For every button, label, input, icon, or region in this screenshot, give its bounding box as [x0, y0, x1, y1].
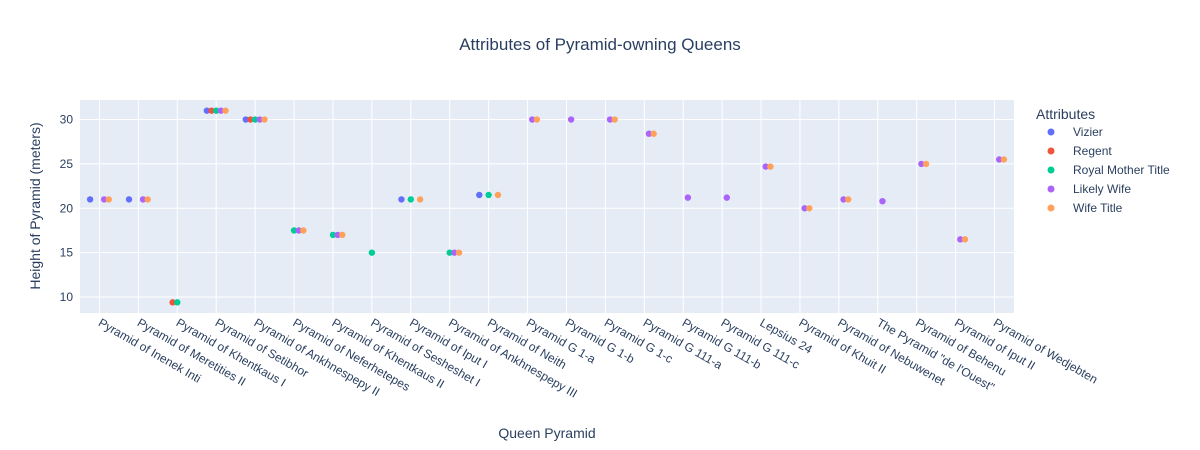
data-point: [100, 196, 108, 203]
data-point: [533, 116, 541, 123]
data-point: [398, 196, 405, 203]
data-point: [455, 249, 463, 256]
data-point: [529, 116, 536, 123]
data-point: [261, 116, 268, 123]
data-point: [567, 116, 575, 123]
data-point: [606, 116, 614, 123]
data-point: [339, 231, 346, 239]
data-point: [125, 196, 133, 203]
data-point: [918, 160, 925, 168]
data-point: [256, 116, 263, 123]
legend: Attributes Vizier Regent Royal Mother Titl…: [1036, 106, 1170, 215]
data-point: [961, 236, 969, 243]
data-point: [611, 116, 618, 123]
data-point: [446, 249, 453, 256]
data-point: [957, 236, 964, 243]
chart-title: Attributes of Pyramid-owning Queens: [459, 35, 741, 54]
legend-marker: [1047, 166, 1055, 174]
data-point: [242, 116, 249, 123]
data-point: [476, 191, 483, 199]
data-point: [208, 107, 215, 114]
data-point: [247, 116, 254, 123]
data-point: [922, 160, 930, 168]
x-axis-title: Queen Pyramid: [498, 425, 595, 441]
data-point: [1000, 156, 1008, 163]
legend-entry[interactable]: Likely Wife: [1073, 182, 1131, 196]
legend-title: Attributes: [1036, 106, 1095, 122]
y-tick-label: 15: [60, 246, 74, 260]
legend-marker: [1047, 204, 1055, 212]
data-points: [86, 107, 1008, 306]
data-point: [485, 191, 492, 199]
data-point: [203, 107, 211, 114]
data-point: [645, 130, 653, 137]
y-tick-label: 20: [60, 201, 74, 215]
plot-background: [80, 100, 1014, 313]
data-point: [86, 196, 94, 203]
y-tick-labels: 10 15 20 25 30: [60, 113, 74, 304]
gridlines: [80, 100, 1014, 313]
legend-entry[interactable]: Vizier: [1073, 125, 1103, 139]
data-point: [416, 196, 424, 203]
legend-entry[interactable]: Wife Title: [1073, 201, 1123, 215]
data-point: [840, 196, 847, 203]
data-point: [300, 227, 307, 234]
data-point: [251, 116, 259, 123]
data-point: [806, 205, 813, 212]
data-point: [139, 196, 147, 203]
data-point: [723, 194, 730, 201]
data-point: [169, 299, 176, 306]
y-tick-label: 25: [60, 157, 74, 171]
data-point: [295, 227, 302, 234]
data-point: [451, 249, 458, 256]
y-axis-title: Height of Pyramid (meters): [27, 122, 43, 289]
data-point: [368, 249, 376, 256]
data-point: [222, 107, 229, 114]
data-point: [329, 231, 337, 239]
data-point: [213, 107, 220, 114]
data-point: [494, 191, 502, 199]
data-point: [762, 163, 769, 170]
data-point: [144, 196, 151, 203]
data-point: [767, 163, 774, 170]
data-point: [105, 196, 112, 203]
legend-marker: [1047, 128, 1055, 136]
y-tick-label: 30: [60, 113, 74, 127]
data-point: [684, 194, 692, 201]
data-point: [801, 205, 808, 212]
data-point: [845, 196, 852, 203]
data-point: [290, 227, 298, 234]
y-tick-label: 10: [60, 290, 74, 304]
data-point: [879, 197, 886, 205]
data-point: [650, 130, 657, 137]
data-point: [407, 196, 414, 203]
legend-marker: [1047, 147, 1055, 155]
legend-entry[interactable]: Royal Mother Title: [1073, 163, 1170, 177]
data-point: [217, 107, 225, 114]
data-point: [334, 231, 341, 239]
data-point: [996, 156, 1003, 163]
legend-entry[interactable]: Regent: [1073, 144, 1112, 158]
legend-marker: [1047, 185, 1055, 193]
data-point: [174, 299, 181, 306]
